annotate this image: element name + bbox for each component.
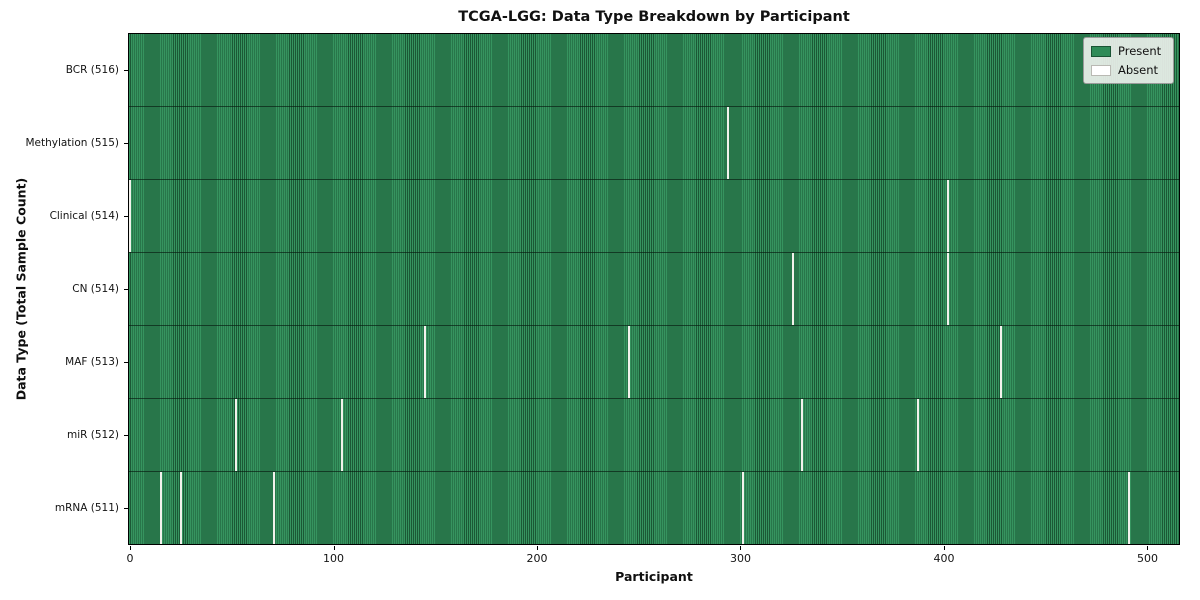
y-tick-mark xyxy=(124,70,128,72)
x-axis-label: Participant xyxy=(615,569,693,584)
y-tick-label: mRNA (511) xyxy=(54,501,119,514)
absent-gap xyxy=(129,180,132,252)
legend-label-absent: Absent xyxy=(1118,63,1159,77)
absent-gap xyxy=(792,253,795,325)
absent-gap xyxy=(424,326,427,398)
y-tick-mark xyxy=(124,507,128,509)
heatmap-row-maf xyxy=(129,326,1179,399)
absent-gap xyxy=(273,472,276,544)
absent-gap xyxy=(340,399,343,471)
x-tick-label: 300 xyxy=(729,552,751,565)
heatmap-row-bcr xyxy=(129,34,1179,107)
y-tick-label: CN (514) xyxy=(72,283,119,295)
legend-entry-present: Present xyxy=(1091,44,1165,58)
absent-gap xyxy=(741,472,744,544)
absent-gap xyxy=(947,180,950,252)
x-axis: 0 100 200 300 400 500 xyxy=(126,546,1180,580)
heatmap-row-mir xyxy=(129,399,1179,472)
legend-label-present: Present xyxy=(1118,44,1162,58)
heatmap-row-cn xyxy=(129,253,1179,326)
x-tick-mark xyxy=(740,546,742,550)
heatmap-row-methylation xyxy=(129,107,1179,180)
x-tick-label: 500 xyxy=(1136,552,1158,565)
absent-gap xyxy=(179,472,182,544)
absent-gap xyxy=(916,399,919,471)
x-tick-mark xyxy=(1147,546,1149,550)
y-tick-label: Clinical (514) xyxy=(49,210,119,223)
y-tick-mark xyxy=(124,143,128,145)
x-tick-mark xyxy=(943,546,945,550)
x-tick-mark xyxy=(333,546,335,550)
y-tick-mark xyxy=(124,434,128,436)
y-axis-label: Data Type (Total Sample Count) xyxy=(13,177,29,401)
y-tick-mark xyxy=(124,289,128,290)
absent-gap xyxy=(947,253,950,325)
plot-area xyxy=(128,33,1180,545)
absent-gap xyxy=(1128,472,1131,544)
y-tick-label: Methylation (515) xyxy=(25,137,119,150)
absent-swatch-icon xyxy=(1091,64,1111,76)
x-tick-label: 0 xyxy=(126,552,134,565)
absent-gap xyxy=(159,472,162,544)
y-tick-label: miR (512) xyxy=(66,428,119,441)
heatmap-row-mrna xyxy=(129,472,1179,544)
legend-entry-absent: Absent xyxy=(1091,63,1165,77)
y-axis: BCR (516) Methylation (515) Clinical (514)… xyxy=(0,33,128,545)
x-tick-label: 100 xyxy=(323,552,344,565)
legend: Present Absent xyxy=(1083,37,1174,84)
x-tick-label: 200 xyxy=(526,552,548,565)
x-tick-mark xyxy=(536,546,538,550)
heatmap-row-clinical xyxy=(129,180,1179,253)
chart-title: TCGA-LGG: Data Type Breakdown by Partici… xyxy=(458,9,850,25)
absent-gap xyxy=(999,326,1002,398)
absent-gap xyxy=(727,107,730,179)
y-tick-label: MAF (513) xyxy=(65,355,119,368)
y-tick-mark xyxy=(124,361,128,363)
x-tick-mark xyxy=(130,546,132,550)
absent-gap xyxy=(627,326,630,398)
present-swatch-icon xyxy=(1091,45,1111,57)
absent-gap xyxy=(234,399,237,471)
y-tick-mark xyxy=(124,216,128,218)
absent-gap xyxy=(800,399,803,471)
x-tick-label: 400 xyxy=(933,552,955,565)
y-tick-label: BCR (516) xyxy=(65,64,119,77)
